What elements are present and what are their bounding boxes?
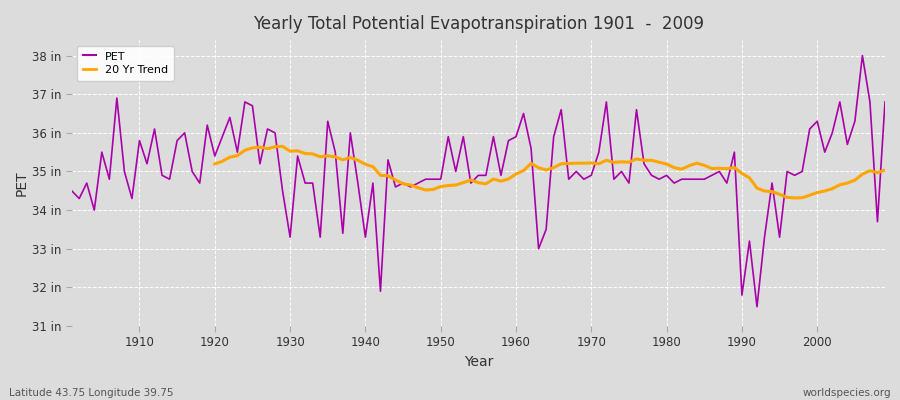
Title: Yearly Total Potential Evapotranspiration 1901  -  2009: Yearly Total Potential Evapotranspiratio… [253, 15, 704, 33]
X-axis label: Year: Year [464, 355, 493, 369]
Y-axis label: PET: PET [15, 170, 29, 196]
Text: Latitude 43.75 Longitude 39.75: Latitude 43.75 Longitude 39.75 [9, 388, 174, 398]
Legend: PET, 20 Yr Trend: PET, 20 Yr Trend [77, 46, 174, 81]
Text: worldspecies.org: worldspecies.org [803, 388, 891, 398]
